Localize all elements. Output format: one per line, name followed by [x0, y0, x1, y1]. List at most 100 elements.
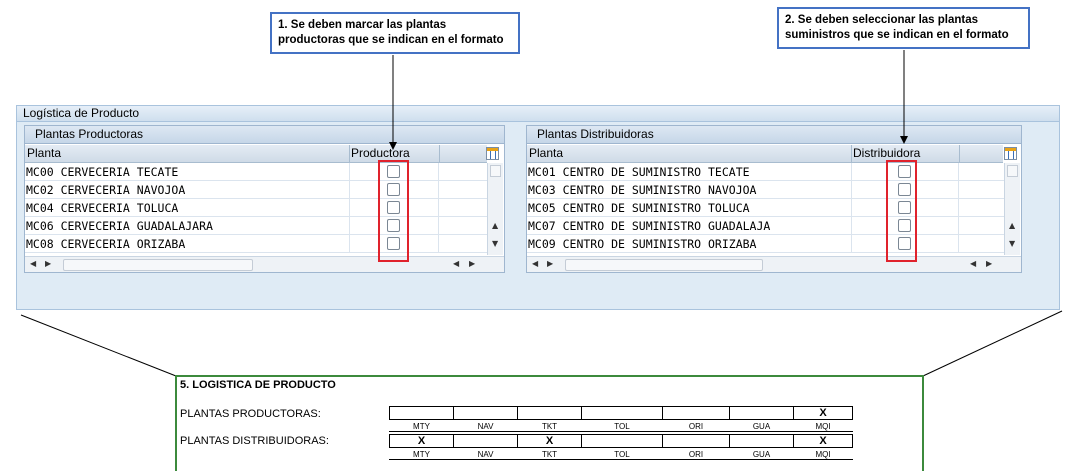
scroll-thumb[interactable]: [1007, 165, 1018, 177]
form-cell: X: [793, 406, 853, 420]
form-code-label: TOL: [581, 449, 663, 460]
hscroll-thumb[interactable]: [63, 259, 253, 271]
zoom-line-left: [20, 314, 177, 377]
producer-plant-name: MC08 CERVECERIA ORIZABA: [26, 237, 186, 251]
scroll-down-icon[interactable]: ▼: [492, 239, 499, 248]
form-cell: [729, 434, 794, 448]
scroll-down-icon[interactable]: ▼: [1009, 239, 1016, 248]
form-code-label: NAV: [453, 421, 518, 432]
distributor-row[interactable]: MC07 CENTRO DE SUMINISTRO GUADALAJA: [527, 217, 1004, 235]
form-distributors-codes: MTY NAV TKT TOL ORI GUA MQI: [389, 449, 853, 460]
scroll-left-icon[interactable]: ◀: [532, 259, 539, 268]
table-settings-icon[interactable]: [1004, 147, 1017, 160]
producer-row[interactable]: MC06 CERVECERIA GUADALAJARA: [25, 217, 487, 235]
scroll-right-icon[interactable]: ▶: [45, 259, 52, 268]
form-cell: [662, 434, 730, 448]
form-cell: [453, 406, 518, 420]
producers-highlight-box: [378, 160, 409, 262]
distributor-check-cell: [851, 163, 959, 181]
distributor-checkbox[interactable]: [898, 201, 911, 214]
distributor-check-cell: [851, 181, 959, 199]
producer-check-cell: [349, 199, 439, 217]
form-code-label: MTY: [389, 449, 454, 460]
distributors-col-plant[interactable]: Planta: [529, 146, 564, 160]
form-code-label: ORI: [662, 421, 730, 432]
distributors-table: Plantas Distribuidoras Planta Distribuid…: [526, 125, 1022, 273]
zoom-line-right: [922, 310, 1063, 377]
producer-row[interactable]: MC00 CERVECERIA TECATE: [25, 163, 487, 181]
form-code-label: MQI: [793, 421, 853, 432]
producer-check-cell: [349, 235, 439, 253]
producers-vscroll[interactable]: ▲ ▼: [487, 163, 503, 255]
form-code-label: GUA: [729, 449, 794, 460]
distributor-row[interactable]: MC09 CENTRO DE SUMINISTRO ORIZABA: [527, 235, 1004, 253]
distributor-checkbox[interactable]: [898, 165, 911, 178]
distributor-plant-name: MC03 CENTRO DE SUMINISTRO NAVOJOA: [528, 183, 757, 197]
distributors-vscroll[interactable]: ▲ ▼: [1004, 163, 1020, 255]
form-cell: [581, 434, 663, 448]
producers-col-plant[interactable]: Planta: [27, 146, 62, 160]
distributor-plant-name: MC05 CENTRO DE SUMINISTRO TOLUCA: [528, 201, 750, 215]
form-code-label: TKT: [517, 449, 582, 460]
scroll-up-icon[interactable]: ▲: [492, 221, 499, 230]
form-cell: X: [389, 434, 454, 448]
producers-table-title: Plantas Productoras: [25, 126, 504, 144]
distributor-checkbox[interactable]: [898, 219, 911, 232]
paper-form-excerpt: 5. LOGISTICA DE PRODUCTO PLANTAS PRODUCT…: [175, 375, 924, 471]
callout-producers: 1. Se deben marcar las plantas productor…: [270, 12, 520, 54]
distributors-hscroll[interactable]: ◀ ▶ ◀ ▶: [527, 256, 1021, 272]
producer-checkbox[interactable]: [387, 201, 400, 214]
form-cell: X: [793, 434, 853, 448]
distributor-plant-name: MC09 CENTRO DE SUMINISTRO ORIZABA: [528, 237, 757, 251]
distributor-row[interactable]: MC05 CENTRO DE SUMINISTRO TOLUCA: [527, 199, 1004, 217]
form-cell: X: [517, 434, 582, 448]
form-cell: [729, 406, 794, 420]
producer-plant-name: MC06 CERVECERIA GUADALAJARA: [26, 219, 213, 233]
frame-title: Logística de Producto: [17, 106, 1059, 122]
scroll-up-icon[interactable]: ▲: [1009, 221, 1016, 230]
form-code-label: TOL: [581, 421, 663, 432]
producer-checkbox[interactable]: [387, 165, 400, 178]
producers-hscroll[interactable]: ◀ ▶ ◀ ▶: [25, 256, 504, 272]
form-cell: [453, 434, 518, 448]
callout-distributors-text: 2. Se deben seleccionar las plantas sumi…: [785, 14, 1009, 41]
form-producers-cells: X: [389, 406, 853, 420]
form-distributors-label: PLANTAS DISTRIBUIDORAS:: [180, 435, 329, 447]
form-code-label: MQI: [793, 449, 853, 460]
producer-plant-name: MC00 CERVECERIA TECATE: [26, 165, 179, 179]
form-code-label: TKT: [517, 421, 582, 432]
producer-row[interactable]: MC08 CERVECERIA ORIZABA: [25, 235, 487, 253]
producer-checkbox[interactable]: [387, 183, 400, 196]
distributor-checkbox[interactable]: [898, 183, 911, 196]
scroll-right-icon[interactable]: ▶: [469, 259, 476, 268]
producer-plant-name: MC04 CERVECERIA TOLUCA: [26, 201, 179, 215]
producer-row[interactable]: MC04 CERVECERIA TOLUCA: [25, 199, 487, 217]
distributors-col-check[interactable]: Distribuidora: [853, 146, 921, 160]
form-producers-codes: MTY NAV TKT TOL ORI GUA MQI: [389, 421, 853, 432]
table-settings-icon[interactable]: [486, 147, 499, 160]
hscroll-thumb[interactable]: [565, 259, 763, 271]
scroll-left-icon[interactable]: ◀: [453, 259, 460, 268]
form-code-label: MTY: [389, 421, 454, 432]
scroll-right-icon[interactable]: ▶: [547, 259, 554, 268]
producer-row[interactable]: MC02 CERVECERIA NAVOJOA: [25, 181, 487, 199]
scroll-left-icon[interactable]: ◀: [30, 259, 37, 268]
form-code-label: ORI: [662, 449, 730, 460]
producer-check-cell: [349, 217, 439, 235]
distributor-row[interactable]: MC01 CENTRO DE SUMINISTRO TECATE: [527, 163, 1004, 181]
scroll-thumb[interactable]: [490, 165, 501, 177]
distributor-checkbox[interactable]: [898, 237, 911, 250]
scroll-right-icon[interactable]: ▶: [986, 259, 993, 268]
distributor-plant-name: MC07 CENTRO DE SUMINISTRO GUADALAJA: [528, 219, 771, 233]
scroll-left-icon[interactable]: ◀: [970, 259, 977, 268]
form-cell: [581, 406, 663, 420]
producer-check-cell: [349, 163, 439, 181]
distributors-highlight-box: [886, 160, 917, 262]
producer-checkbox[interactable]: [387, 219, 400, 232]
form-title: 5. LOGISTICA DE PRODUCTO: [180, 379, 336, 391]
distributor-check-cell: [851, 235, 959, 253]
producer-checkbox[interactable]: [387, 237, 400, 250]
form-code-label: NAV: [453, 449, 518, 460]
distributor-row[interactable]: MC03 CENTRO DE SUMINISTRO NAVOJOA: [527, 181, 1004, 199]
